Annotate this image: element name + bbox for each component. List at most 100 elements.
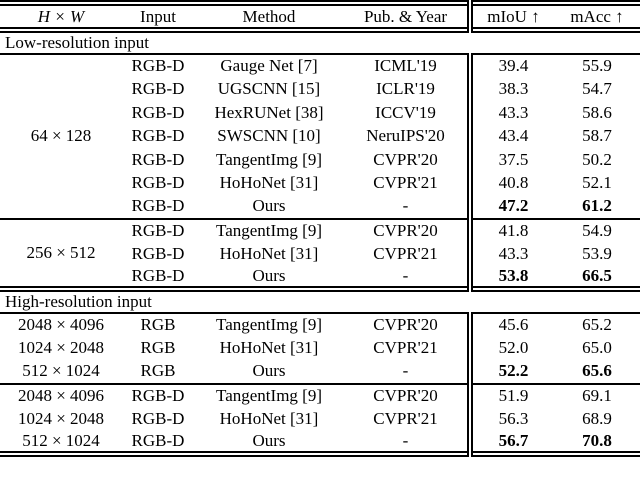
cell-hw: 1024 × 2048 xyxy=(17,338,105,358)
cell-macc: 54.7 xyxy=(582,79,612,99)
cell-pub: ICLR'19 xyxy=(376,79,435,99)
cell-method: HoHoNet [31] xyxy=(219,338,319,358)
cell-input: RGB-D xyxy=(131,149,185,169)
cell-pub: CVPR'20 xyxy=(373,385,438,405)
cell-input: RGB-D xyxy=(131,265,185,285)
cell-miou: 40.8 xyxy=(467,171,554,195)
cell-macc: 53.9 xyxy=(582,243,612,263)
cell-input: RGB-D xyxy=(131,385,185,405)
table-row: RGB-D Ours - 47.2 61.2 xyxy=(0,195,640,219)
cell-pub: CVPR'21 xyxy=(373,338,438,358)
section-title-row: High-resolution input xyxy=(0,289,640,313)
cell-pub: CVPR'20 xyxy=(373,315,438,335)
cell-miou: 56.3 xyxy=(467,407,554,431)
table-row: RGB-D HoHoNet [31] CVPR'21 40.8 52.1 xyxy=(0,171,640,195)
table-body: Low-resolution input 64 × 128 RGB-D Gauge N… xyxy=(0,30,640,454)
cell-macc: 68.9 xyxy=(582,408,612,428)
cell-macc: 65.6 xyxy=(582,361,612,381)
section-title-row: Low-resolution input xyxy=(0,30,640,54)
cell-input: RGB xyxy=(140,361,176,381)
cell-input: RGB-D xyxy=(131,243,185,263)
cell-pub: - xyxy=(402,361,409,381)
cell-macc: 52.1 xyxy=(582,173,612,193)
cell-pub: ICCV'19 xyxy=(375,102,436,122)
cell-pub: CVPR'21 xyxy=(373,408,438,428)
cell-input: RGB-D xyxy=(131,102,185,122)
cell-miou: 38.3 xyxy=(467,77,554,101)
cell-input: RGB-D xyxy=(131,126,185,146)
cell-input: RGB-D xyxy=(131,173,185,193)
cell-macc: 58.6 xyxy=(582,102,612,122)
cell-pub: CVPR'21 xyxy=(373,243,438,263)
cell-method: TangentImg [9] xyxy=(216,385,322,405)
table-row: 256 × 512 RGB-D TangentImg [9] CVPR'20 41.8 5… xyxy=(0,218,640,262)
cell-miou: 47.2 xyxy=(467,195,554,219)
col-header-hw: H × W xyxy=(37,6,85,26)
cell-pub: ICML'19 xyxy=(374,56,437,76)
cell-hw: 256 × 512 xyxy=(26,242,96,262)
cell-miou: 53.8 xyxy=(467,265,554,289)
cell-pub: NeruIPS'20 xyxy=(366,126,445,146)
cell-pub: CVPR'20 xyxy=(373,220,438,240)
cell-input: RGB-D xyxy=(131,408,185,428)
cell-miou: 52.2 xyxy=(467,360,554,384)
cell-hw: 512 × 1024 xyxy=(22,361,100,381)
cell-hw: 512 × 1024 xyxy=(22,430,100,450)
col-header-macc: mAcc ↑ xyxy=(570,6,624,26)
cell-macc: 54.9 xyxy=(582,220,612,240)
cell-method: Gauge Net [7] xyxy=(220,56,318,76)
cell-miou: 43.3 xyxy=(467,242,554,266)
cell-input: RGB xyxy=(140,315,176,335)
header-row: H × W Input Method Pub. & Year mIoU ↑ mA… xyxy=(0,3,640,30)
cell-miou: 43.4 xyxy=(467,124,554,148)
table-row: 512 × 1024 RGB Ours - 52.2 65.6 xyxy=(0,360,640,384)
cell-macc: 61.2 xyxy=(582,196,612,216)
col-header-miou: mIoU ↑ xyxy=(467,3,554,30)
cell-method: TangentImg [9] xyxy=(216,149,322,169)
cell-miou: 56.7 xyxy=(467,430,554,454)
cell-pub: CVPR'21 xyxy=(373,173,438,193)
cell-macc: 65.0 xyxy=(582,338,612,358)
table-row: 64 × 128 RGB-D Gauge Net [7] ICML'19 39.4 55.… xyxy=(0,54,640,145)
cell-pub: - xyxy=(402,265,409,285)
cell-method: HoHoNet [31] xyxy=(219,243,319,263)
cell-input: RGB-D xyxy=(131,220,185,240)
cell-input: RGB-D xyxy=(131,196,185,216)
cell-method: Ours xyxy=(252,265,286,285)
cell-miou: 37.5 xyxy=(467,148,554,172)
cell-method: TangentImg [9] xyxy=(216,220,322,240)
table-row: RGB-D Ours - 53.8 66.5 xyxy=(0,265,640,289)
cell-hw: 1024 × 2048 xyxy=(17,408,105,428)
cell-method: Ours xyxy=(252,361,286,381)
cell-method: UGSCNN [15] xyxy=(217,79,321,99)
cell-pub: - xyxy=(402,430,409,450)
cell-method: HoHoNet [31] xyxy=(219,408,319,428)
table-row: 1024 × 2048 RGB-D HoHoNet [31] CVPR'21 56.3 6… xyxy=(0,407,640,431)
cell-method: HoHoNet [31] xyxy=(219,173,319,193)
cell-miou: 45.6 xyxy=(467,313,554,337)
cell-method: HexRUNet [38] xyxy=(214,102,324,122)
cell-macc: 58.7 xyxy=(582,126,612,146)
cell-input: RGB-D xyxy=(131,56,185,76)
table-row: RGB-D HexRUNet [38] ICCV'19 43.3 58.6 xyxy=(0,101,640,125)
cell-miou: 41.8 xyxy=(467,218,554,242)
cell-miou: 52.0 xyxy=(467,336,554,360)
cell-macc: 50.2 xyxy=(582,149,612,169)
cell-miou: 51.9 xyxy=(467,383,554,407)
section-title: Low-resolution input xyxy=(5,33,150,52)
cell-hw: 2048 × 4096 xyxy=(17,385,105,405)
cell-macc: 66.5 xyxy=(582,265,612,285)
col-header-pub: Pub. & Year xyxy=(363,6,448,26)
cell-method: SWSCNN [10] xyxy=(217,126,321,146)
table-row: RGB-D TangentImg [9] CVPR'20 37.5 50.2 xyxy=(0,148,640,172)
col-header-method: Method xyxy=(242,6,296,26)
cell-hw: 2048 × 4096 xyxy=(17,315,105,335)
cell-input: RGB xyxy=(140,338,176,358)
cell-method: Ours xyxy=(252,430,286,450)
table-row: 1024 × 2048 RGB HoHoNet [31] CVPR'21 52.0 65.… xyxy=(0,336,640,360)
cell-pub: CVPR'20 xyxy=(373,149,438,169)
table-row: RGB-D SWSCNN [10] NeruIPS'20 43.4 58.7 xyxy=(0,124,640,148)
cell-hw: 64 × 128 xyxy=(30,126,92,146)
col-header-input: Input xyxy=(140,6,176,26)
